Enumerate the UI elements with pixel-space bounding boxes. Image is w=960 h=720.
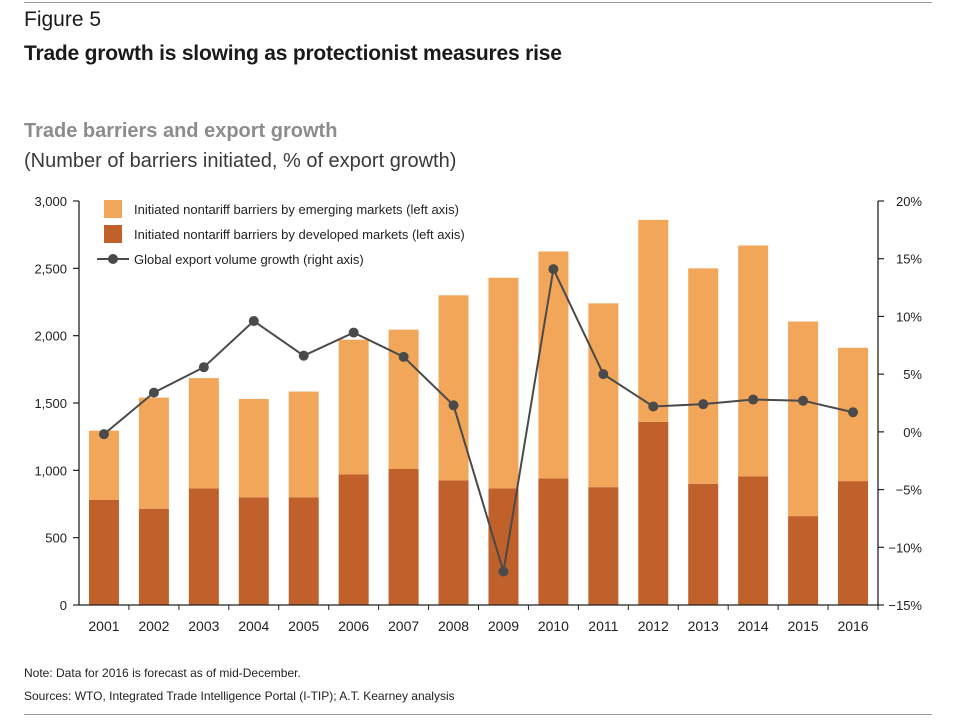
legend-label-emerging: Initiated nontariff barriers by emerging… (134, 202, 459, 217)
bar-developed-2011 (588, 487, 619, 605)
x-tick-label-2003: 2003 (188, 618, 219, 634)
bar-emerging-2015 (788, 321, 819, 517)
bar-developed-2006 (338, 474, 369, 605)
figure-title: Trade growth is slowing as protectionist… (24, 42, 562, 65)
export-growth-point-2004 (248, 316, 259, 327)
export-growth-line (103, 265, 854, 572)
bar-developed-2005 (288, 497, 319, 605)
left-tick-label-2000: 2,000 (34, 329, 67, 344)
legend-marker-export (108, 254, 118, 264)
right-tick-label--15: −15% (888, 598, 922, 613)
bar-emerging-2011 (588, 303, 619, 488)
export-growth-point-2007 (398, 351, 409, 362)
export-growth-point-2016 (848, 407, 859, 418)
bar-developed-2008 (438, 480, 469, 605)
bar-developed-2012 (638, 421, 669, 605)
right-tick-label--5: −5% (896, 483, 923, 498)
export-growth-point-2005 (298, 350, 309, 361)
export-growth-point-2014 (748, 394, 759, 405)
bar-emerging-2004 (238, 398, 269, 498)
right-tick-label-5: 5% (903, 367, 922, 382)
x-tick-label-2001: 2001 (88, 618, 119, 634)
x-tick-label-2005: 2005 (288, 618, 319, 634)
bar-emerging-2010 (538, 251, 569, 479)
x-tick-label-2015: 2015 (788, 618, 819, 634)
left-tick-label-3000: 3,000 (34, 194, 67, 209)
figure-label: Figure 5 (24, 8, 102, 31)
export-growth-point-2001 (98, 429, 109, 440)
chart-title: Trade barriers and export growth (24, 120, 338, 142)
x-tick-label-2006: 2006 (338, 618, 369, 634)
bar-emerging-2013 (688, 268, 719, 484)
export-growth-point-2002 (148, 387, 159, 398)
x-tick-label-2016: 2016 (837, 618, 868, 634)
bar-developed-2001 (88, 499, 119, 605)
chart-note: Note: Data for 2016 is forecast as of mi… (24, 666, 301, 680)
chart-subtitle: (Number of barriers initiated, % of expo… (24, 150, 457, 172)
export-growth-point-2015 (798, 395, 809, 406)
x-tick-label-2012: 2012 (638, 618, 669, 634)
left-tick-label-1000: 1,000 (34, 463, 67, 478)
bar-emerging-2012 (638, 219, 669, 422)
legend-swatch-emerging (104, 200, 122, 218)
right-tick-label--10: −10% (888, 540, 922, 555)
x-tick-label-2009: 2009 (488, 618, 519, 634)
bar-emerging-2007 (388, 329, 419, 469)
bar-emerging-2009 (488, 277, 519, 489)
left-tick-label-2500: 2,500 (34, 261, 67, 276)
x-tick-label-2010: 2010 (538, 618, 569, 634)
trade-barriers-chart: 0 500 1,000 1,500 2,000 2,500 3,000 −15% −10% −5%… (34, 194, 923, 634)
bar-developed-2007 (388, 468, 419, 605)
bar-developed-2004 (238, 497, 269, 605)
chart-sources: Sources: WTO, Integrated Trade Intellige… (24, 689, 455, 703)
export-growth-point-2013 (698, 399, 709, 410)
x-tick-label-2014: 2014 (738, 618, 769, 634)
legend-label-export: Global export volume growth (right axis) (134, 252, 364, 267)
bar-emerging-2008 (438, 295, 469, 481)
bar-emerging-2003 (188, 378, 219, 489)
bar-developed-2003 (188, 488, 219, 605)
bottom-rule (24, 714, 932, 715)
export-growth-point-2008 (448, 400, 459, 411)
left-tick-label-0: 0 (60, 598, 67, 613)
right-tick-label-0: 0% (903, 425, 922, 440)
left-tick-label-500: 500 (45, 531, 67, 546)
bar-emerging-2014 (738, 245, 769, 477)
x-tick-label-2004: 2004 (238, 618, 269, 634)
bar-developed-2010 (538, 478, 569, 605)
right-tick-label-10: 10% (896, 309, 922, 324)
right-tick-label-15: 15% (896, 252, 922, 267)
x-tick-label-2013: 2013 (688, 618, 719, 634)
x-tick-label-2008: 2008 (438, 618, 469, 634)
right-tick-label-20: 20% (896, 194, 922, 209)
export-growth-point-2010 (548, 264, 559, 275)
x-tick-label-2011: 2011 (588, 618, 618, 634)
export-growth-point-2012 (648, 401, 659, 412)
left-tick-label-1500: 1,500 (34, 396, 67, 411)
bar-developed-2014 (738, 476, 769, 605)
bar-emerging-2005 (288, 391, 319, 498)
export-growth-point-2011 (598, 369, 609, 380)
bar-emerging-2001 (88, 430, 119, 500)
legend-label-developed: Initiated nontariff barriers by develope… (134, 227, 465, 242)
x-tick-label-2002: 2002 (138, 618, 169, 634)
bar-developed-2015 (788, 516, 819, 605)
x-tick-label-2007: 2007 (388, 618, 419, 634)
top-rule (24, 2, 932, 3)
export-growth-point-2006 (348, 327, 359, 338)
bar-developed-2002 (138, 508, 169, 605)
bar-emerging-2006 (338, 339, 369, 475)
export-growth-point-2003 (198, 362, 209, 373)
bar-emerging-2002 (138, 397, 169, 509)
bar-developed-2013 (688, 483, 719, 605)
bar-developed-2016 (838, 481, 869, 605)
export-growth-point-2009 (498, 566, 509, 577)
legend-swatch-developed (104, 225, 122, 243)
